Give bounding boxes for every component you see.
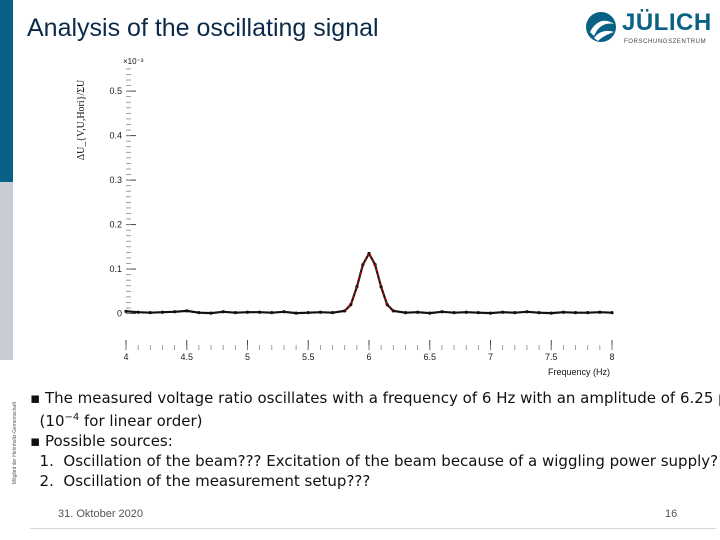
footer-divider <box>30 528 716 529</box>
item-2-number: 2. <box>39 472 54 490</box>
bullet-line-2: (10−4 for linear order) <box>30 408 710 431</box>
oscillation-spectrum-chart: ΔU_{V,U,Hori}/ΣU ×10⁻³ Frequency (Hz) 0 0… <box>76 57 615 377</box>
bullet-line-3: ▪ Possible sources: <box>30 432 173 450</box>
item-2-text: Oscillation of the measurement setup??? <box>63 472 371 490</box>
data-point <box>416 310 420 314</box>
fit-series-line <box>344 252 394 312</box>
brand-sidebar-bottom <box>0 182 13 360</box>
y-axis-multiplier: ×10⁻³ <box>123 57 144 66</box>
x-tick-label: 5 <box>245 352 250 362</box>
x-tick-label: 4.5 <box>180 352 193 362</box>
x-tick-label: 7.5 <box>545 352 558 362</box>
data-point <box>318 310 322 314</box>
y-tick-label: 0.1 <box>109 264 122 274</box>
x-axis-label: Frequency (Hz) <box>548 367 610 377</box>
data-point <box>294 311 298 315</box>
x-tick-label: 6 <box>366 352 371 362</box>
bullet-paren-open: (10 <box>39 412 65 430</box>
data-point <box>525 310 529 314</box>
data-point <box>561 310 565 314</box>
item-1-number: 1. <box>39 452 54 470</box>
x-tick-label: 6.5 <box>423 352 436 362</box>
data-series-line <box>125 252 613 315</box>
numbered-item-2: 2. Oscillation of the measurement setup?… <box>30 471 710 491</box>
data-point <box>464 310 468 314</box>
data-point <box>148 311 152 315</box>
data-point <box>173 310 177 314</box>
data-point <box>197 311 201 315</box>
data-point <box>282 310 286 314</box>
brand-sidebar-top <box>0 0 13 182</box>
data-point <box>160 310 165 314</box>
data-point <box>124 309 128 313</box>
data-point <box>476 311 480 315</box>
data-point <box>549 311 553 315</box>
logo-wordmark: JÜLICH <box>622 9 712 36</box>
bullet-text-2: for linear order) <box>79 412 203 430</box>
y-tick-label: 0.5 <box>109 86 122 96</box>
data-point <box>428 311 432 315</box>
data-point <box>136 310 140 314</box>
data-point <box>501 310 505 314</box>
logo-mark-icon <box>586 12 616 42</box>
data-point <box>185 309 189 313</box>
data-point <box>586 311 590 315</box>
x-tick-label: 7 <box>488 352 493 362</box>
x-tick-label: 8 <box>609 352 614 362</box>
page-number: 16 <box>665 508 678 520</box>
y-tick-label: 0 <box>117 309 122 319</box>
possible-sources-heading: Possible sources: <box>44 432 173 450</box>
data-point <box>610 311 614 315</box>
logo-subtitle: FORSCHUNGSZENTRUM <box>624 39 707 45</box>
data-point <box>221 310 225 314</box>
data-point <box>573 311 578 315</box>
y-tick-label: 0.4 <box>109 131 122 141</box>
x-tick-label: 5.5 <box>302 352 315 362</box>
data-point <box>598 310 602 314</box>
data-point <box>258 310 262 314</box>
item-1-text: Oscillation of the beam??? Excitation of… <box>63 452 719 470</box>
bullet-text-1: The measured voltage ratio oscillates wi… <box>44 389 720 407</box>
data-point <box>209 311 213 315</box>
x-tick-label: 4 <box>123 352 128 362</box>
data-point <box>513 311 517 315</box>
data-point <box>270 311 274 315</box>
data-point <box>330 311 335 315</box>
data-point <box>233 311 237 315</box>
y-axis-label: ΔU_{V,U,Hori}/ΣU <box>76 79 87 160</box>
data-point <box>403 311 408 315</box>
slide-title: Analysis of the oscillating signal <box>27 14 379 42</box>
numbered-item-1: 1. Oscillation of the beam??? Excitation… <box>30 451 719 471</box>
juelich-logo: JÜLICH FORSCHUNGSZENTRUM <box>584 8 711 54</box>
data-point <box>245 310 250 314</box>
data-point <box>537 311 541 315</box>
data-point <box>452 311 456 315</box>
bullet-exponent: −4 <box>64 412 80 423</box>
y-tick-label: 0.3 <box>109 175 122 185</box>
bullet-line-1: ▪ The measured voltage ratio oscillates … <box>30 388 720 408</box>
data-point <box>440 310 444 314</box>
footer-date: 31. Oktober 2020 <box>58 508 144 520</box>
data-point <box>488 311 493 315</box>
bullet-list: ▪ The measured voltage ratio oscillates … <box>30 388 720 491</box>
y-tick-label: 0.2 <box>109 220 122 230</box>
sidebar-caption: Mitglied der Helmholtz-Gemeinschaft <box>12 402 18 484</box>
data-point <box>306 311 310 315</box>
